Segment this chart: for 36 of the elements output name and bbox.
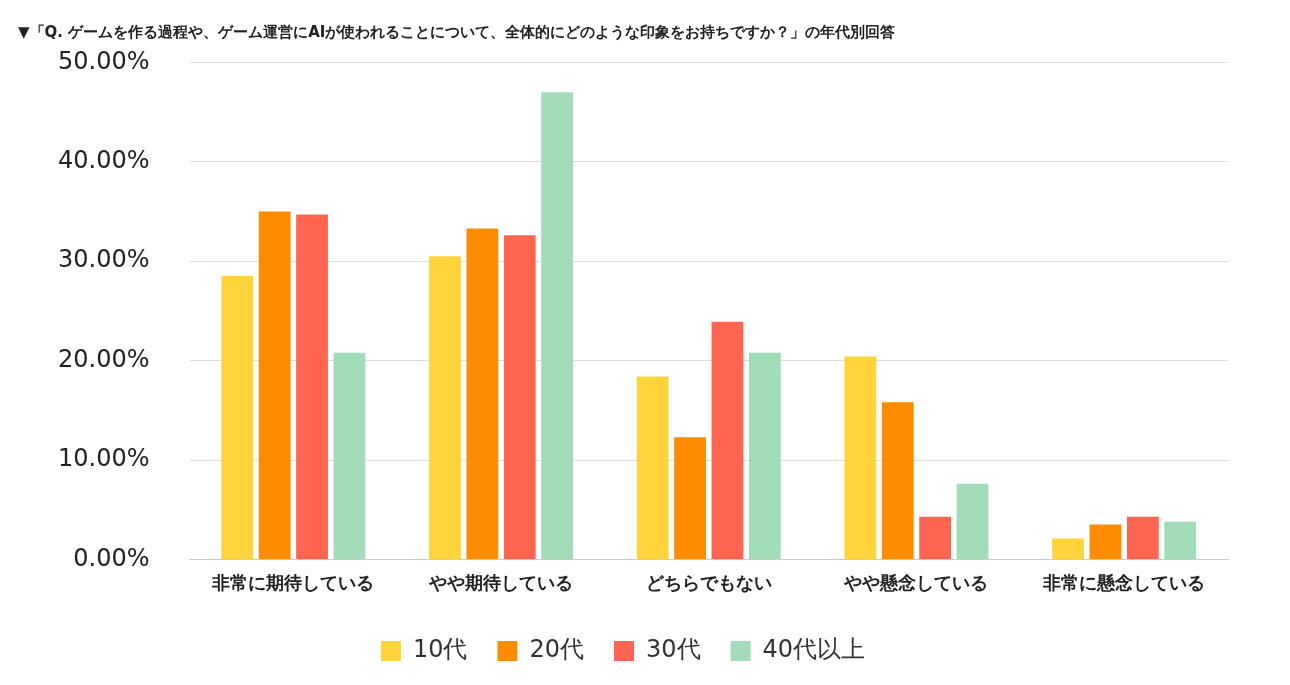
y-tick-label: 0.00% [73,543,150,572]
legend-label: 40代以上 [762,635,866,664]
chart-title: ▼「Q. ゲームを作る過程や、ゲーム運営にAIが使われることについて、全体的にどのような印象をお持ちですか？」の年代別回答 [18,23,896,42]
bar [296,214,328,559]
bar [221,276,254,559]
legend-label: 10代 [412,635,468,664]
bar [844,356,877,559]
bar [541,92,574,559]
y-tick-label: 40.00% [58,146,150,175]
bar [956,483,989,559]
bar [636,376,669,559]
y-tick-label: 30.00% [58,245,150,274]
bar [1126,516,1159,559]
bar [1164,521,1197,559]
bar [1089,524,1122,559]
legend-label: 30代 [646,635,701,664]
bar [503,235,536,559]
bar [711,321,744,559]
x-tick-label: どちらでもない [645,571,772,593]
bar [429,256,461,559]
y-tick-label: 10.00% [58,444,150,473]
bar [1052,538,1084,559]
bar [881,402,914,559]
bar [333,352,366,559]
x-tick-label: やや懸念している [843,571,989,593]
x-tick-label: やや期待している [428,571,574,593]
bar [258,211,291,559]
x-tick-label: 非常に期待している [211,571,375,593]
bar [919,516,952,559]
bar [466,228,499,559]
y-tick-label: 20.00% [58,344,150,373]
y-tick-label: 50.00% [58,46,150,75]
bar [748,352,781,559]
legend-label: 20代 [529,635,585,664]
x-tick-label: 非常に懸念している [1042,571,1206,593]
bar [674,437,706,559]
